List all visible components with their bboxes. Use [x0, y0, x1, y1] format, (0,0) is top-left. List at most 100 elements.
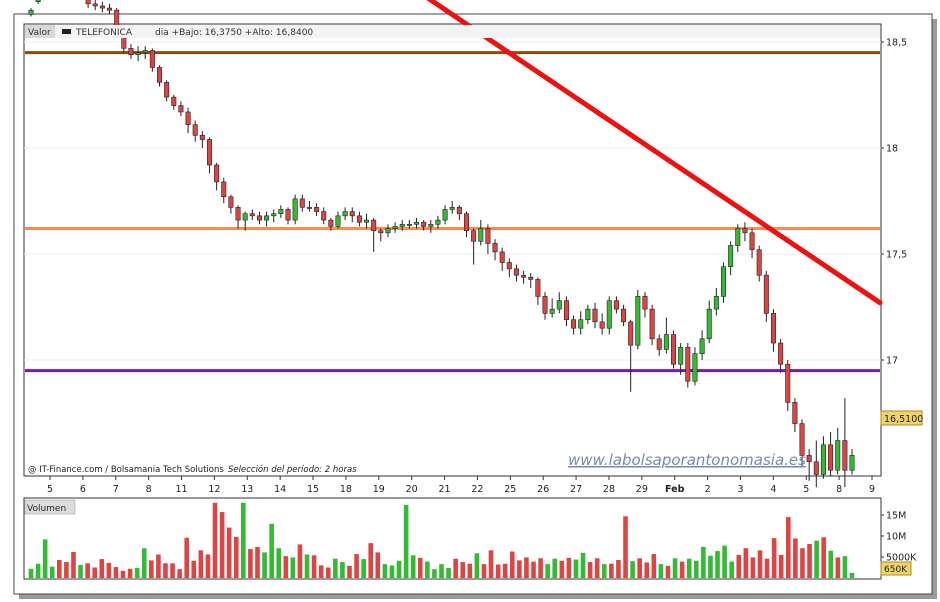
candle-body — [756, 249, 762, 276]
candle — [278, 205, 284, 218]
candle — [285, 207, 291, 225]
candle — [720, 262, 726, 303]
candle — [28, 8, 34, 17]
volume-bar — [658, 564, 664, 578]
candle — [613, 296, 619, 314]
candle — [292, 194, 298, 225]
price-panel: Valor TELEFONICA dia +Bajo: 16,3750 +Alt… — [23, 0, 923, 488]
candle — [799, 419, 805, 466]
candle-body — [678, 346, 684, 365]
candle — [192, 120, 198, 142]
watermark-link[interactable]: www.labolsaporantonomasia.es — [568, 451, 806, 469]
date-tick-label: 18 — [340, 484, 352, 495]
candle-body — [706, 308, 712, 340]
candle-body — [770, 313, 776, 344]
candle-body — [628, 321, 634, 346]
candle-body — [728, 245, 734, 268]
candle-body — [328, 219, 334, 227]
candle — [792, 398, 798, 433]
volume-bar — [290, 557, 296, 578]
candle-body — [435, 219, 441, 225]
candle-body — [135, 52, 141, 56]
date-tick-label: 9 — [869, 484, 875, 495]
candle — [563, 296, 569, 327]
candle — [556, 292, 562, 314]
candle — [385, 224, 391, 238]
volume-bar — [488, 550, 494, 578]
volume-bar — [524, 557, 529, 578]
volume-bar — [333, 558, 338, 578]
candle — [157, 65, 163, 87]
candle — [571, 315, 577, 335]
candle — [706, 300, 712, 344]
candle-body — [378, 230, 384, 234]
volume-tick-label: 10M — [886, 532, 906, 543]
candle — [107, 3, 113, 15]
candle — [421, 220, 427, 231]
candle-body — [599, 321, 605, 329]
volume-bar — [750, 557, 756, 578]
volume-bar — [793, 538, 798, 578]
candle-body — [299, 198, 305, 208]
date-tick-label: 20 — [406, 484, 418, 495]
volume-tick-label: 5000K — [886, 553, 917, 564]
header-info: dia +Bajo: 16,3750 +Alto: 16,8400 — [155, 28, 313, 38]
volume-bar — [573, 559, 579, 578]
candle — [578, 311, 584, 335]
volume-bar — [255, 546, 260, 578]
price-tick-label: 18 — [886, 144, 898, 155]
volume-bar — [764, 558, 770, 578]
date-tick-label: 26 — [537, 484, 549, 495]
candle — [785, 360, 791, 411]
candle-body — [699, 338, 705, 354]
candle-body — [192, 124, 198, 136]
candle-body — [221, 181, 227, 198]
candle — [242, 211, 248, 231]
volume-bar — [354, 554, 359, 578]
price-tick-label: 17,5 — [886, 250, 907, 261]
candle — [621, 304, 627, 327]
volume-bar — [778, 554, 784, 578]
volume-bar — [701, 546, 706, 578]
volume-bar — [481, 564, 487, 578]
volume-bar — [679, 561, 685, 578]
volume-bar — [757, 550, 763, 578]
candle — [178, 101, 184, 117]
volume-bar — [630, 561, 635, 578]
volume-bar — [821, 537, 826, 578]
candle — [728, 241, 734, 276]
candle-body — [392, 226, 398, 229]
volume-bar — [64, 562, 69, 578]
candle-body — [478, 228, 484, 242]
candle — [392, 222, 398, 233]
candle — [535, 277, 541, 305]
last-volume-label: 650K — [884, 565, 908, 575]
candle-body — [463, 213, 469, 231]
candle — [656, 334, 662, 356]
candle — [606, 296, 612, 335]
candle — [478, 220, 484, 246]
volume-bar — [807, 543, 812, 578]
candle — [171, 95, 177, 110]
candle — [642, 292, 648, 318]
volume-bar — [453, 558, 458, 578]
volume-tick-label: 15M — [886, 511, 906, 522]
candle — [663, 317, 669, 354]
volume-bar — [566, 557, 572, 578]
candle-body — [271, 213, 277, 217]
volume-bar — [163, 563, 168, 578]
last-price-badge — [880, 410, 923, 426]
volume-bar — [644, 562, 650, 578]
candle-body — [671, 334, 677, 365]
candle-body — [828, 444, 834, 471]
candle-body — [314, 207, 320, 212]
candle — [463, 211, 469, 238]
candle — [299, 194, 305, 212]
candle-body — [128, 48, 134, 56]
candle-body — [499, 251, 505, 263]
candle-body — [249, 213, 255, 217]
volume-bar — [729, 561, 734, 578]
candle — [314, 203, 320, 216]
volume-bar — [340, 562, 345, 578]
candle — [849, 449, 855, 475]
